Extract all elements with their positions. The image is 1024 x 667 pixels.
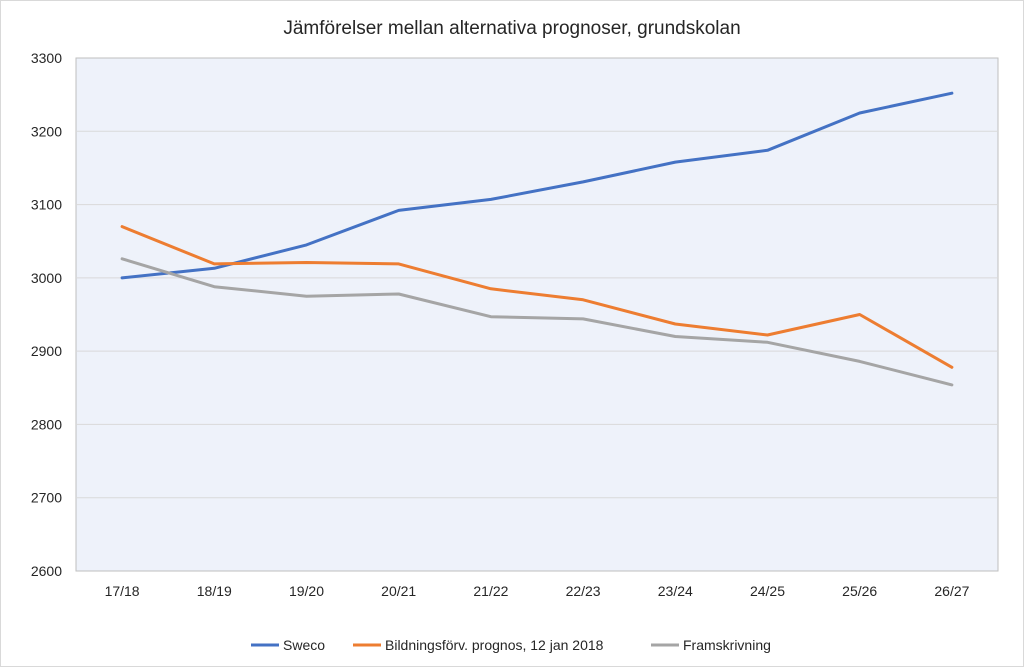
x-tick-label: 18/19 [197, 583, 232, 599]
plot-area [75, 57, 999, 572]
x-tick-label: 19/20 [289, 583, 324, 599]
x-tick-label: 17/18 [105, 583, 140, 599]
y-axis: 2600 2700 2800 2900 3000 3100 3200 3300 [31, 50, 62, 579]
x-tick-label: 20/21 [381, 583, 416, 599]
legend-item-1: Sweco [251, 637, 325, 653]
x-tick-label: 24/25 [750, 583, 785, 599]
y-tick-label: 3100 [31, 197, 62, 213]
series-line-3 [120, 257, 954, 387]
series-line-2 [120, 225, 954, 369]
y-tick-label: 3300 [31, 50, 62, 66]
legend-label: Framskrivning [683, 637, 771, 653]
y-tick-label: 2800 [31, 416, 62, 432]
x-tick-label: 23/24 [658, 583, 693, 599]
x-axis: 17/18 18/19 19/20 20/21 21/22 22/23 23/24 24/25… [76, 570, 998, 599]
legend-label: Bildningsförv. prognos, 12 jan 2018 [385, 637, 604, 653]
x-tick-label: 26/27 [934, 583, 969, 599]
x-tick-label: 22/23 [566, 583, 601, 599]
legend-item-3: Framskrivning [651, 637, 771, 653]
grid-lines [76, 130, 998, 499]
y-tick-label: 3000 [31, 270, 62, 286]
chart-title: Jämförelser mellan alternativa prognoser… [283, 18, 740, 39]
legend: Sweco Bildningsförv. prognos, 12 jan 2018… [251, 637, 771, 653]
series-lines [120, 91, 954, 387]
y-tick-label: 2600 [31, 563, 62, 579]
x-tick-label: 25/26 [842, 583, 877, 599]
series-line-1 [120, 91, 954, 280]
y-tick-label: 3200 [31, 123, 62, 139]
x-tick-label: 21/22 [473, 583, 508, 599]
y-tick-label: 2700 [31, 490, 62, 506]
legend-item-2: Bildningsförv. prognos, 12 jan 2018 [353, 637, 604, 653]
legend-label: Sweco [283, 637, 325, 653]
y-tick-label: 2900 [31, 343, 62, 359]
